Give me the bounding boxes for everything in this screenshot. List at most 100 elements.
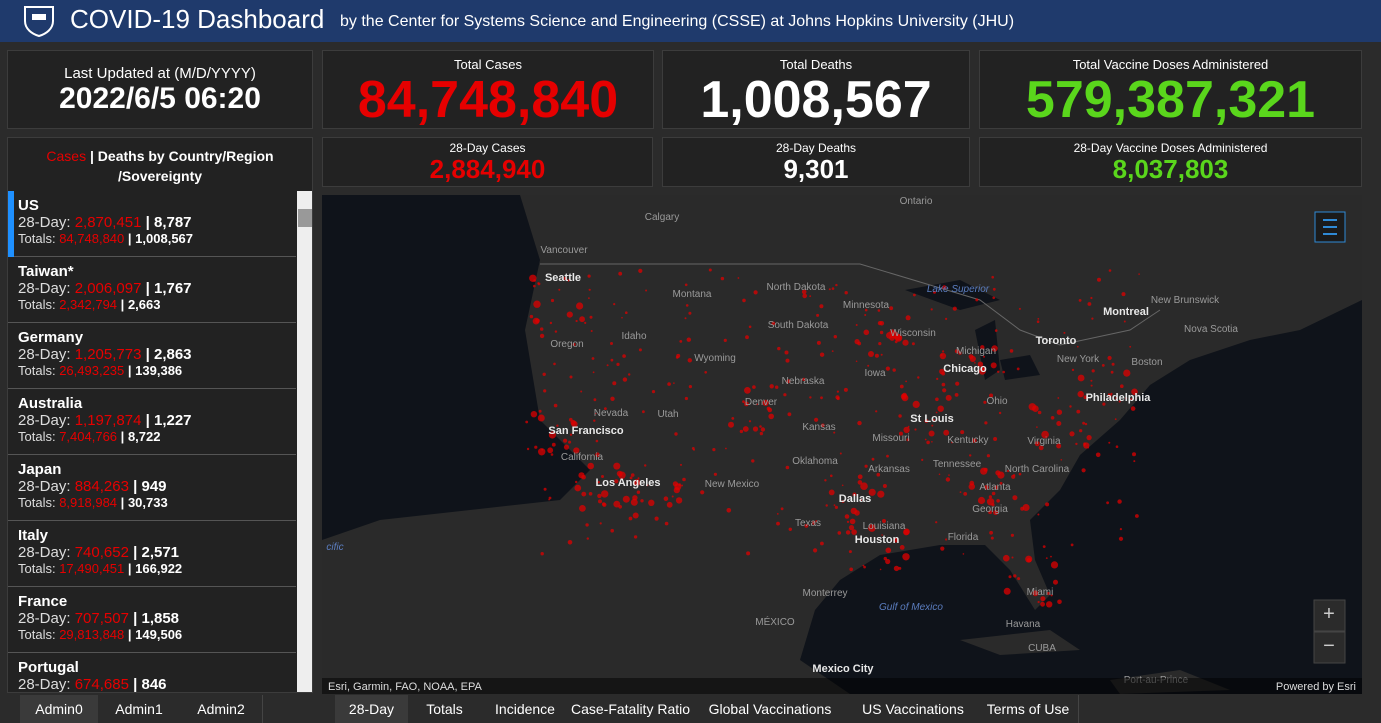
case-dot bbox=[816, 340, 821, 345]
powered-by[interactable]: Powered by Esri bbox=[1276, 681, 1356, 693]
map-label: Havana bbox=[1006, 619, 1041, 630]
map-label: Oregon bbox=[550, 339, 583, 350]
case-dot bbox=[667, 382, 671, 386]
case-dot bbox=[726, 508, 732, 513]
case-dot bbox=[892, 368, 896, 372]
tab[interactable]: Totals bbox=[408, 695, 482, 723]
tab[interactable]: US Vaccinations bbox=[848, 695, 979, 723]
map-label: Wisconsin bbox=[890, 328, 936, 339]
map-label: New Brunswick bbox=[1151, 295, 1220, 306]
separator: | bbox=[127, 627, 132, 642]
case-dot bbox=[720, 276, 725, 281]
case-dot bbox=[1123, 369, 1131, 377]
case-dot bbox=[771, 321, 776, 326]
case-dot bbox=[614, 479, 619, 484]
case-dot bbox=[1050, 555, 1052, 558]
stat-line: Totals: 84,748,840 | 1,008,567 bbox=[18, 231, 296, 246]
case-dot bbox=[984, 421, 988, 425]
case-dot bbox=[1133, 460, 1136, 463]
rows: US 28-Day: 2,870,451 | 8,787 Totals: 84,74… bbox=[8, 191, 298, 692]
case-dot bbox=[924, 419, 929, 423]
case-dot bbox=[1037, 410, 1042, 415]
case-dot bbox=[613, 462, 621, 470]
separator: | bbox=[127, 363, 132, 378]
case-dot bbox=[646, 484, 649, 487]
line-label: Totals: bbox=[18, 231, 56, 246]
case-dot bbox=[996, 499, 1000, 503]
map-label: North Dakota bbox=[767, 282, 826, 293]
case-dot bbox=[939, 352, 947, 360]
case-dot bbox=[809, 295, 812, 298]
case-dot bbox=[737, 277, 740, 279]
case-dot bbox=[882, 519, 886, 523]
country-row[interactable]: US 28-Day: 2,870,451 | 8,787 Totals: 84,74… bbox=[8, 191, 296, 257]
zoom-in[interactable] bbox=[1313, 599, 1346, 632]
case-dot bbox=[675, 497, 683, 504]
tab[interactable]: Case-Fatality Ratio bbox=[569, 695, 693, 723]
country-row[interactable]: Germany 28-Day: 1,205,773 | 2,863 Totals: … bbox=[8, 323, 296, 389]
case-dot bbox=[1081, 468, 1086, 473]
country-row[interactable]: France 28-Day: 707,507 | 1,858 Totals: 29,… bbox=[8, 587, 296, 653]
case-dot bbox=[844, 514, 850, 519]
case-dot bbox=[802, 377, 806, 381]
country-name: US bbox=[18, 197, 39, 214]
case-dot bbox=[601, 490, 609, 498]
tab[interactable]: Terms of Use bbox=[978, 695, 1079, 723]
tab[interactable]: Global Vaccinations bbox=[692, 695, 849, 723]
case-dot bbox=[537, 282, 540, 285]
country-row[interactable]: Taiwan* 28-Day: 2,006,097 | 1,767 Totals: … bbox=[8, 257, 296, 323]
map[interactable]: Ontario Calgary Vancouver Seattle Montana Nor… bbox=[322, 195, 1362, 694]
map-label: Wyoming bbox=[694, 353, 736, 364]
title-cases[interactable]: Cases bbox=[46, 148, 87, 164]
case-dot bbox=[534, 445, 538, 449]
case-dot bbox=[924, 438, 927, 441]
case-dot bbox=[921, 458, 924, 461]
case-dot bbox=[932, 418, 935, 422]
country-row[interactable]: Italy 28-Day: 740,652 | 2,571 Totals: 17,4… bbox=[8, 521, 296, 587]
case-dot bbox=[548, 496, 552, 500]
country-row[interactable]: Portugal 28-Day: 674,685 | 846 bbox=[8, 653, 296, 692]
label: Last Updated at (M/D/YYYY) bbox=[64, 65, 256, 82]
tab[interactable]: Incidence bbox=[481, 695, 570, 723]
zoom-in-label: + bbox=[1323, 603, 1335, 625]
case-dot bbox=[612, 381, 617, 386]
case-dot bbox=[833, 431, 836, 434]
case-dot bbox=[1090, 296, 1093, 300]
case-dot bbox=[713, 472, 718, 476]
case-dot bbox=[1040, 596, 1046, 602]
case-dot bbox=[936, 377, 939, 380]
case-dot bbox=[1097, 277, 1101, 282]
tab[interactable]: Admin0 bbox=[20, 695, 99, 723]
case-dot bbox=[991, 345, 998, 352]
map-label: Lake Superior bbox=[927, 284, 990, 295]
case-dot bbox=[999, 481, 1003, 485]
case-dot bbox=[815, 520, 818, 523]
tab[interactable]: Admin2 bbox=[180, 695, 263, 723]
case-dot bbox=[644, 464, 647, 467]
separator: | bbox=[127, 561, 132, 576]
case-dot bbox=[601, 502, 606, 506]
tab[interactable]: 28-Day bbox=[335, 695, 409, 723]
case-dot bbox=[666, 501, 673, 508]
tab[interactable]: Admin1 bbox=[98, 695, 181, 723]
case-dot bbox=[1135, 514, 1139, 518]
legend-button[interactable] bbox=[1314, 211, 1346, 243]
case-dot bbox=[540, 552, 544, 556]
country-row[interactable]: Japan 28-Day: 884,263 | 949 Totals: 8,918,… bbox=[8, 455, 296, 521]
line-label: Totals: bbox=[18, 429, 56, 444]
country-row[interactable]: Australia 28-Day: 1,197,874 | 1,227 Totals… bbox=[8, 389, 296, 455]
case-dot bbox=[912, 400, 920, 408]
zoom-out[interactable] bbox=[1313, 631, 1346, 664]
case-dot bbox=[1125, 397, 1128, 400]
case-dot bbox=[591, 357, 595, 360]
stat-line: 28-Day: 740,652 | 2,571 bbox=[18, 544, 296, 561]
map-label: Missouri bbox=[872, 433, 909, 444]
case-dot bbox=[1115, 445, 1119, 449]
case-dot bbox=[680, 463, 682, 466]
value: 2,884,940 bbox=[429, 154, 546, 184]
scroll-thumb[interactable] bbox=[298, 209, 312, 227]
scrollbar[interactable] bbox=[297, 191, 312, 692]
case-dot bbox=[687, 358, 692, 363]
case-dot bbox=[681, 484, 683, 487]
cases: 2,006,097 bbox=[74, 280, 142, 297]
